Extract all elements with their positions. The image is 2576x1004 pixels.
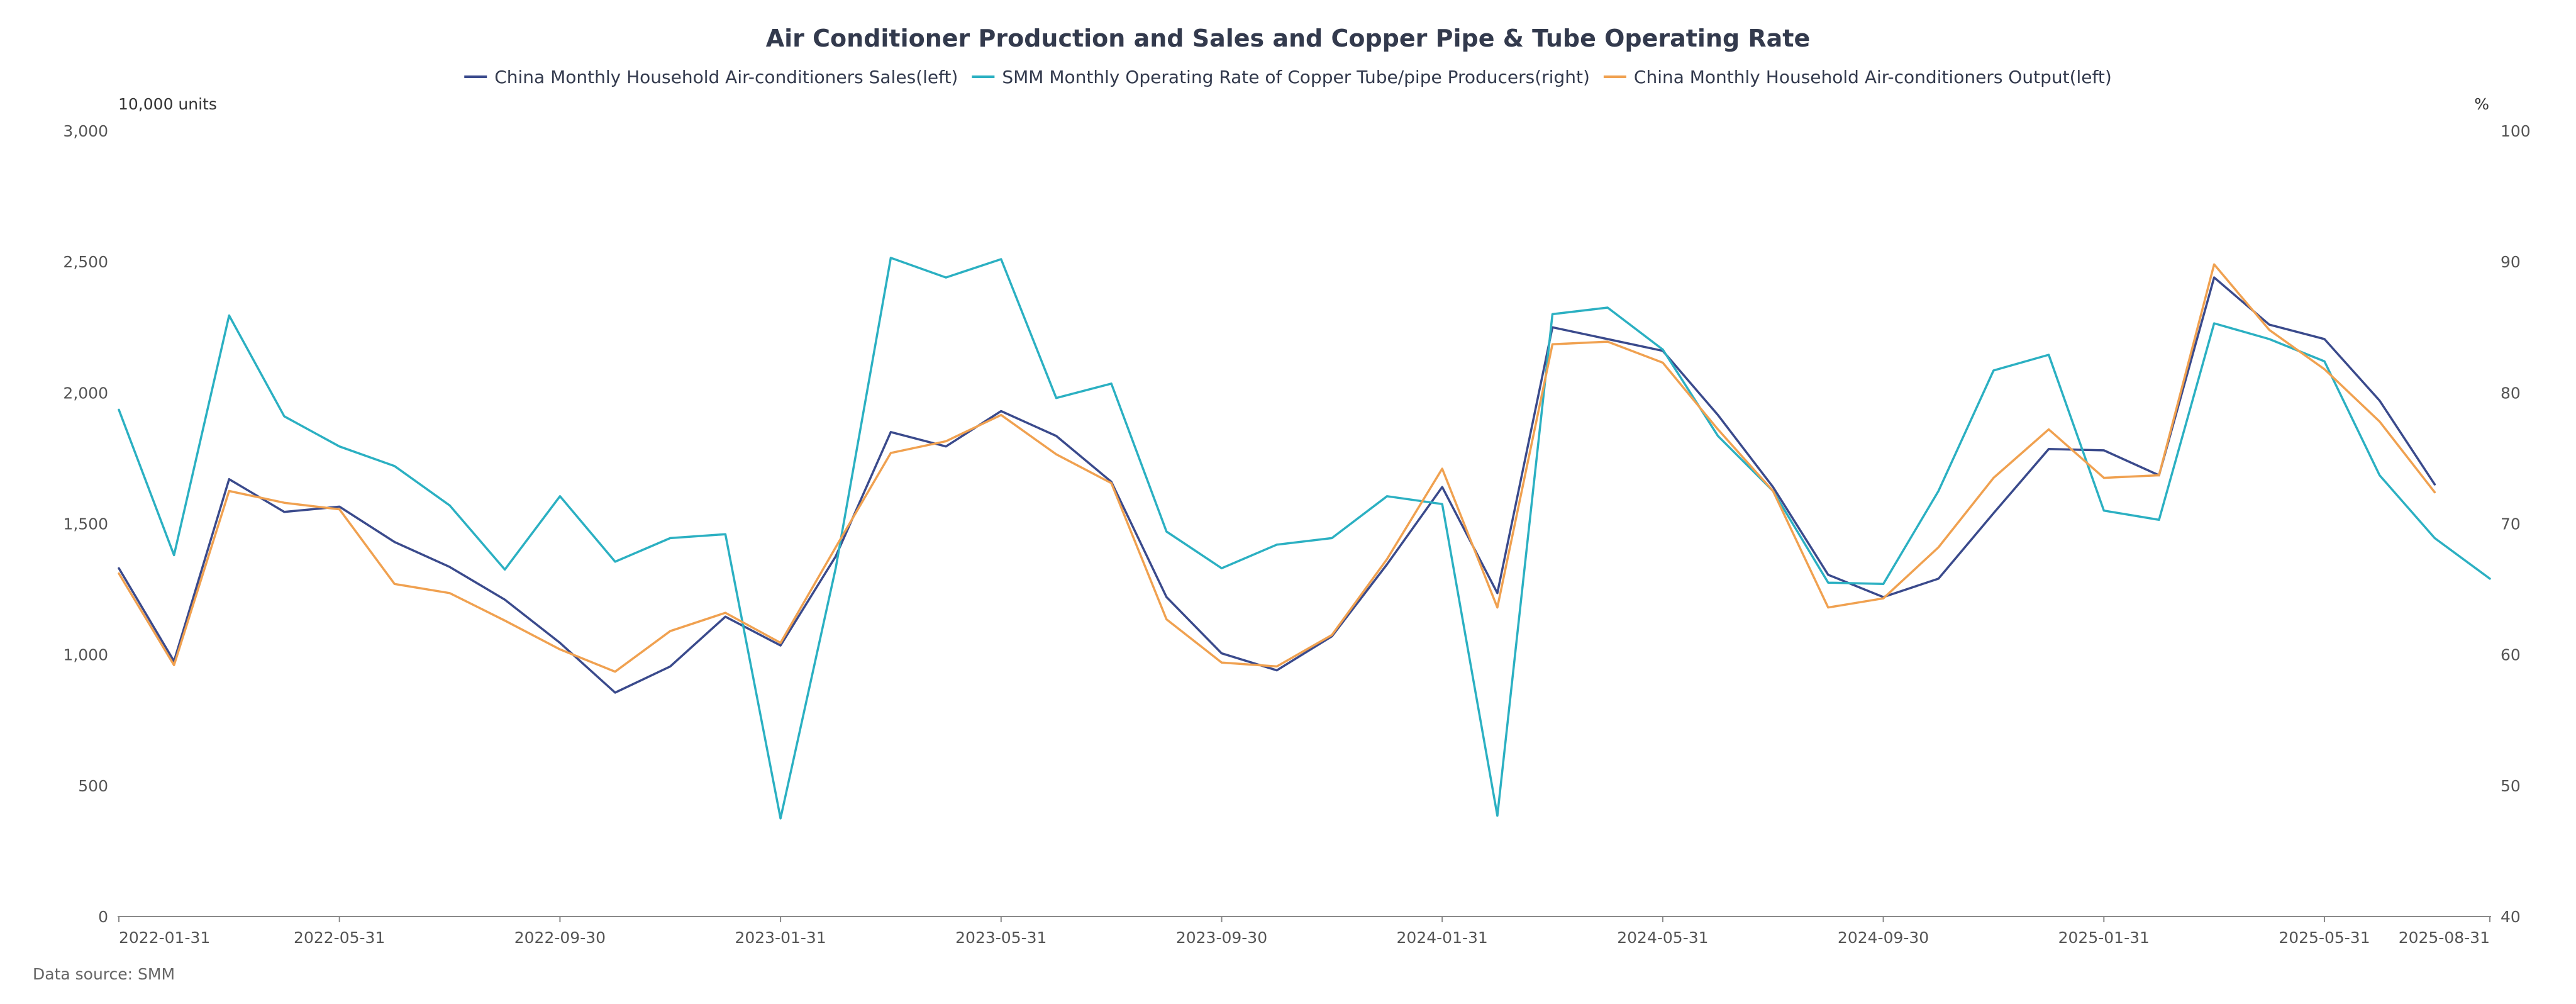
x-tick-label: 2024-09-30 (1838, 929, 1929, 947)
legend-label: SMM Monthly Operating Rate of Copper Tub… (1002, 67, 1590, 87)
series-layer (118, 257, 2491, 820)
legend-label: China Monthly Household Air-conditioners… (494, 67, 958, 87)
x-tick-label: 2023-05-31 (955, 929, 1046, 947)
legend: China Monthly Household Air-conditioners… (464, 67, 2112, 87)
right-tick-label: 50 (2501, 777, 2521, 795)
x-tick-label: 2022-09-30 (514, 929, 606, 947)
x-tick-label: 2025-08-31 (2399, 929, 2490, 947)
right-tick-label: 40 (2501, 908, 2521, 926)
x-tick-label: 2025-01-31 (2058, 929, 2150, 947)
data-source: Data source: SMM (33, 965, 175, 983)
legend-item-2[interactable]: SMM Monthly Operating Rate of Copper Tub… (972, 67, 1590, 87)
left-tick-label: 2,000 (63, 384, 108, 402)
left-tick-label: 1,500 (63, 515, 108, 533)
x-tick-label: 2023-01-31 (735, 929, 826, 947)
x-tick-label: 2022-05-31 (294, 929, 385, 947)
left-tick-label: 1,000 (63, 646, 108, 664)
x-axis: 2022-01-31 2022-05-31 2022-09-30 2023-01-31… (118, 916, 2491, 947)
left-tick-label: 500 (78, 777, 108, 795)
series-line-2 (118, 257, 2491, 820)
x-tick-label: 2024-05-31 (1617, 929, 1708, 947)
x-tick-label: 2025-05-31 (2279, 929, 2370, 947)
left-axis: 0 500 1,000 1,500 2,000 2,500 3,000 (63, 122, 108, 926)
right-tick-label: 60 (2501, 646, 2521, 664)
series-line-3 (118, 263, 2436, 673)
legend-label: China Monthly Household Air-conditioners… (1634, 67, 2112, 87)
x-tick-label: 2022-01-31 (119, 929, 210, 947)
right-axis: 40 50 60 70 80 90 100 (2501, 122, 2531, 926)
left-tick-label: 3,000 (63, 122, 108, 140)
x-tick-label: 2024-01-31 (1397, 929, 1488, 947)
right-axis-unit: % (2474, 95, 2489, 113)
right-tick-label: 70 (2501, 515, 2521, 533)
right-tick-label: 90 (2501, 253, 2521, 271)
left-tick-label: 0 (98, 908, 108, 926)
x-tick-label: 2023-09-30 (1176, 929, 1267, 947)
series-line-1 (118, 276, 2436, 694)
left-axis-unit: 10,000 units (118, 95, 217, 113)
legend-item-3[interactable]: China Monthly Household Air-conditioners… (1603, 67, 2112, 87)
right-tick-label: 100 (2501, 122, 2531, 140)
left-tick-label: 2,500 (63, 253, 108, 271)
right-tick-label: 80 (2501, 384, 2521, 402)
legend-item-1[interactable]: China Monthly Household Air-conditioners… (464, 67, 958, 87)
chart-title: Air Conditioner Production and Sales and… (766, 25, 1811, 52)
